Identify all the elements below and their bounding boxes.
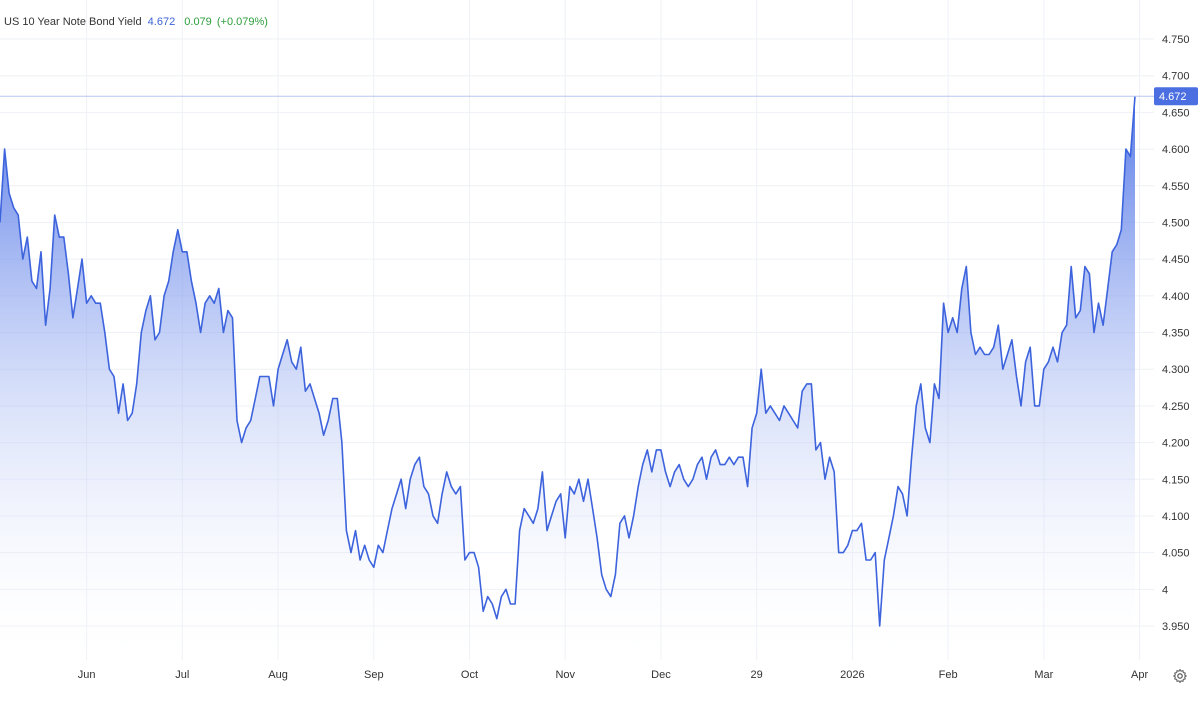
y-tick-label: 4.500 <box>1162 217 1190 229</box>
y-tick-label: 4.450 <box>1162 254 1190 266</box>
y-tick-label: 4.300 <box>1162 364 1190 376</box>
current-yield: 4.672 <box>147 16 176 28</box>
current-price-badge <box>1154 87 1198 106</box>
area-layer <box>0 96 1136 660</box>
x-tick-label: Dec <box>651 669 671 681</box>
yield-area <box>0 96 1135 660</box>
x-tick-label: Aug <box>268 669 288 681</box>
x-tick-label: Nov <box>555 669 575 681</box>
x-tick-label: Jun <box>78 669 96 681</box>
x-tick-label: Sep <box>364 669 384 681</box>
y-tick-label: 4.050 <box>1162 548 1190 560</box>
y-tick-label: 4.700 <box>1162 71 1190 83</box>
y-tick-label: 4.350 <box>1162 328 1190 340</box>
y-tick-label: 4.750 <box>1162 34 1190 46</box>
y-tick-label: 4.200 <box>1162 438 1190 450</box>
chart-header: US 10 Year Note Bond Yield 4.672 0.079 (… <box>4 16 268 28</box>
current-price-layer: 4.672 <box>0 87 1198 106</box>
y-tick-label: 4.550 <box>1162 181 1190 193</box>
x-tick-label: Oct <box>461 669 478 681</box>
x-tick-label: Feb <box>939 669 958 681</box>
axis-labels: 3.950 4 4.050 4.100 4.150 4.200 4.250 4.300 4.35… <box>78 34 1190 681</box>
gear-icon[interactable] <box>1172 668 1188 684</box>
y-tick-label: 4 <box>1162 584 1168 596</box>
x-tick-label: Apr <box>1131 669 1148 681</box>
y-tick-label: 4.150 <box>1162 474 1190 486</box>
x-tick-label: Mar <box>1034 669 1053 681</box>
instrument-title: US 10 Year Note Bond Yield <box>4 16 142 28</box>
yield-change: 0.079 <box>184 16 212 28</box>
y-tick-label: 4.100 <box>1162 511 1190 523</box>
yield-change-percent: (+0.079%) <box>216 16 268 28</box>
y-tick-label: 4.600 <box>1162 144 1190 156</box>
y-tick-label: 4.400 <box>1162 291 1190 303</box>
y-tick-label: 4.650 <box>1162 107 1190 119</box>
yield-line <box>0 96 1136 627</box>
x-tick-label: 2026 <box>840 669 864 681</box>
current-price-label: 4.672 <box>1159 91 1187 103</box>
x-tick-label: Jul <box>175 669 189 681</box>
y-tick-label: 3.950 <box>1162 621 1190 633</box>
x-tick-label: 29 <box>751 669 763 681</box>
y-tick-label: 4.250 <box>1162 401 1190 413</box>
